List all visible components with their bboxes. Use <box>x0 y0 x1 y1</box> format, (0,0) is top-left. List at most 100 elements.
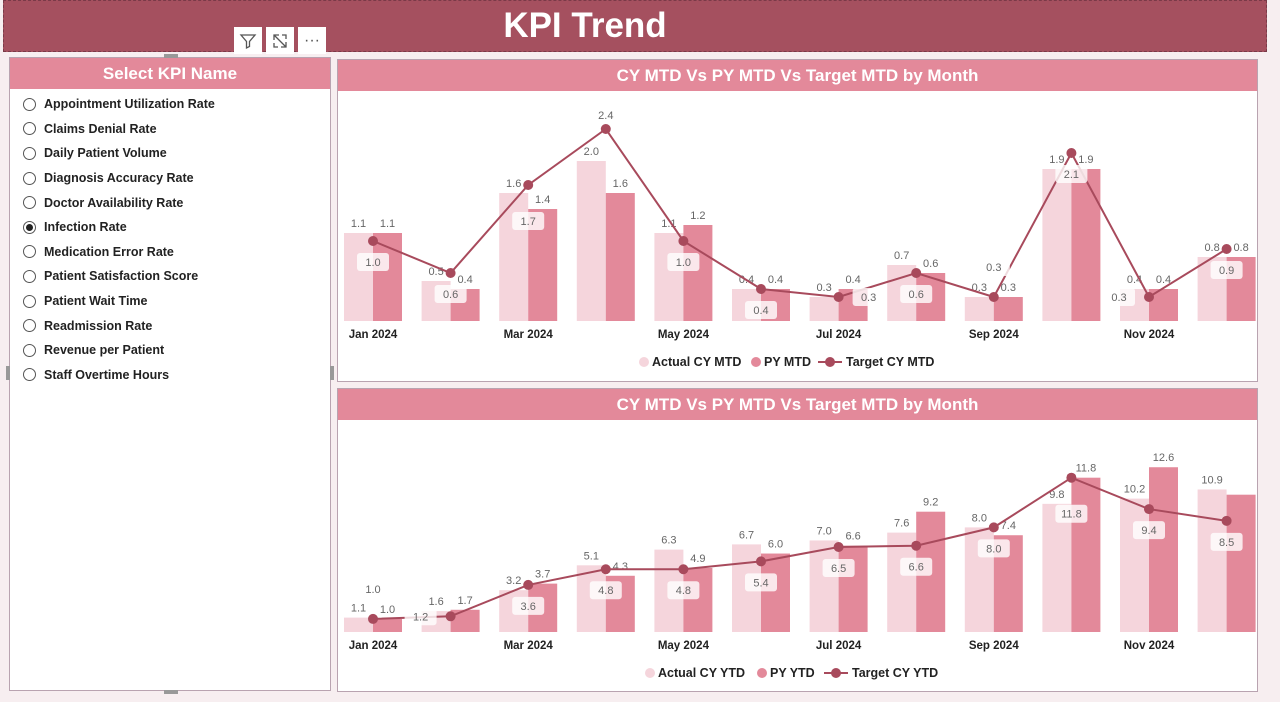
data-label-py: 1.4 <box>535 194 550 206</box>
slicer-item[interactable]: Revenue per Patient <box>10 338 330 363</box>
resize-handle[interactable] <box>164 690 178 694</box>
data-label-target: 0.4 <box>753 305 768 317</box>
data-label-py: 1.7 <box>457 595 472 607</box>
target-point <box>911 268 922 278</box>
legend-py: PY YTD <box>770 666 815 680</box>
target-point <box>756 284 766 294</box>
radio-button[interactable] <box>23 343 36 357</box>
target-point <box>600 124 611 134</box>
data-label-actual: 7.6 <box>894 518 909 530</box>
target-point <box>368 613 378 624</box>
slicer-item[interactable]: Diagnosis Accuracy Rate <box>10 166 330 191</box>
target-point <box>678 236 689 246</box>
page-title: KPI Trend <box>503 6 667 45</box>
radio-button[interactable] <box>23 146 36 160</box>
x-tick-label: Jan 2024 <box>349 640 398 652</box>
bar-actual <box>1042 503 1072 632</box>
radio-button[interactable] <box>23 122 36 136</box>
target-point <box>1144 504 1154 515</box>
slicer-item-label: Patient Wait Time <box>44 294 148 309</box>
slicer-item[interactable]: Medication Error Rate <box>10 240 330 265</box>
filter-icon[interactable] <box>234 27 262 54</box>
target-label-box <box>357 579 389 598</box>
data-label-py: 0.3 <box>1001 282 1016 294</box>
data-label-actual: 10.2 <box>1124 484 1145 496</box>
data-label-target: 0.6 <box>909 289 924 301</box>
slicer-title: Select KPI Name <box>10 58 330 89</box>
slicer-item[interactable]: Infection Rate <box>10 215 330 240</box>
data-label-actual: 0.8 <box>1204 242 1219 254</box>
slicer-item-label: Doctor Availability Rate <box>44 195 184 210</box>
resize-handle[interactable] <box>164 54 178 58</box>
bar-py <box>761 553 790 632</box>
target-label-box <box>852 288 885 306</box>
data-label-py: 0.4 <box>457 274 472 286</box>
data-label-target: 4.8 <box>598 585 613 597</box>
target-point <box>678 564 689 575</box>
slicer-item[interactable]: Patient Wait Time <box>10 289 330 314</box>
target-point <box>523 579 534 590</box>
bar-actual <box>809 540 839 632</box>
target-label-box <box>1055 504 1088 523</box>
data-label-actual: 6.3 <box>661 535 676 547</box>
target-label-box <box>1103 288 1135 306</box>
resize-handle[interactable] <box>330 366 334 380</box>
radio-button[interactable] <box>23 269 36 283</box>
bar-py <box>605 193 635 321</box>
data-label-target: 2.1 <box>1064 169 1079 181</box>
radio-button[interactable] <box>23 294 36 308</box>
target-line <box>372 476 1227 620</box>
legend-actual: Actual CY YTD <box>658 666 745 680</box>
radio-button[interactable] <box>23 196 36 210</box>
slicer-item-label: Infection Rate <box>44 220 127 235</box>
slicer-item[interactable]: Staff Overtime Hours <box>10 363 330 388</box>
radio-button[interactable] <box>23 220 36 234</box>
bar-py <box>838 545 868 632</box>
slicer-item[interactable]: Patient Satisfaction Score <box>10 264 330 289</box>
bar-actual <box>1120 498 1149 632</box>
legend-marker-target <box>825 357 835 367</box>
data-label-actual: 1.1 <box>351 603 366 615</box>
x-tick-label: Sep 2024 <box>969 329 1019 341</box>
data-label-py: 6.6 <box>845 531 860 543</box>
slicer-item[interactable]: Claims Denial Rate <box>10 117 330 142</box>
slicer-item[interactable]: Readmission Rate <box>10 313 330 338</box>
data-label-target: 1.2 <box>413 611 428 623</box>
data-label-py: 3.7 <box>535 569 550 581</box>
more-options-icon[interactable]: ··· <box>298 27 326 54</box>
data-label-target: 0.3 <box>1111 292 1126 304</box>
data-label-target: 8.0 <box>986 543 1001 555</box>
focus-mode-icon[interactable] <box>266 27 294 54</box>
bar-actual <box>1197 489 1227 632</box>
radio-button[interactable] <box>23 97 36 111</box>
radio-button[interactable] <box>23 368 36 382</box>
bar-actual <box>344 617 373 632</box>
slicer-item-label: Diagnosis Accuracy Rate <box>44 171 194 186</box>
target-label-box <box>900 285 933 303</box>
x-tick-label: Nov 2024 <box>1124 640 1175 652</box>
data-label-target: 0.9 <box>1219 265 1234 277</box>
resize-handle[interactable] <box>6 366 10 380</box>
radio-button[interactable] <box>23 319 36 333</box>
bar-actual <box>887 532 917 632</box>
target-point <box>1221 244 1232 254</box>
bar-actual <box>344 233 373 321</box>
target-point <box>833 292 844 302</box>
slicer-item[interactable]: Appointment Utilization Rate <box>10 92 330 117</box>
x-tick-label: Jul 2024 <box>816 329 862 341</box>
bar-py <box>1149 467 1178 632</box>
x-tick-label: Mar 2024 <box>504 329 554 341</box>
ytd-chart-card: CY MTD Vs PY MTD Vs Target MTD by Month … <box>337 388 1258 692</box>
bar-py <box>1071 477 1101 632</box>
radio-button[interactable] <box>23 171 36 185</box>
slicer-item-label: Patient Satisfaction Score <box>44 269 199 284</box>
data-label-py: 11.8 <box>1076 463 1097 475</box>
slicer-item[interactable]: Doctor Availability Rate <box>10 190 330 215</box>
bar-actual <box>654 233 684 321</box>
radio-button[interactable] <box>23 245 36 259</box>
legend-marker-py <box>751 357 761 367</box>
slicer-item[interactable]: Daily Patient Volume <box>10 141 330 166</box>
target-point <box>1066 472 1077 483</box>
page-header: KPI Trend <box>3 0 1267 52</box>
